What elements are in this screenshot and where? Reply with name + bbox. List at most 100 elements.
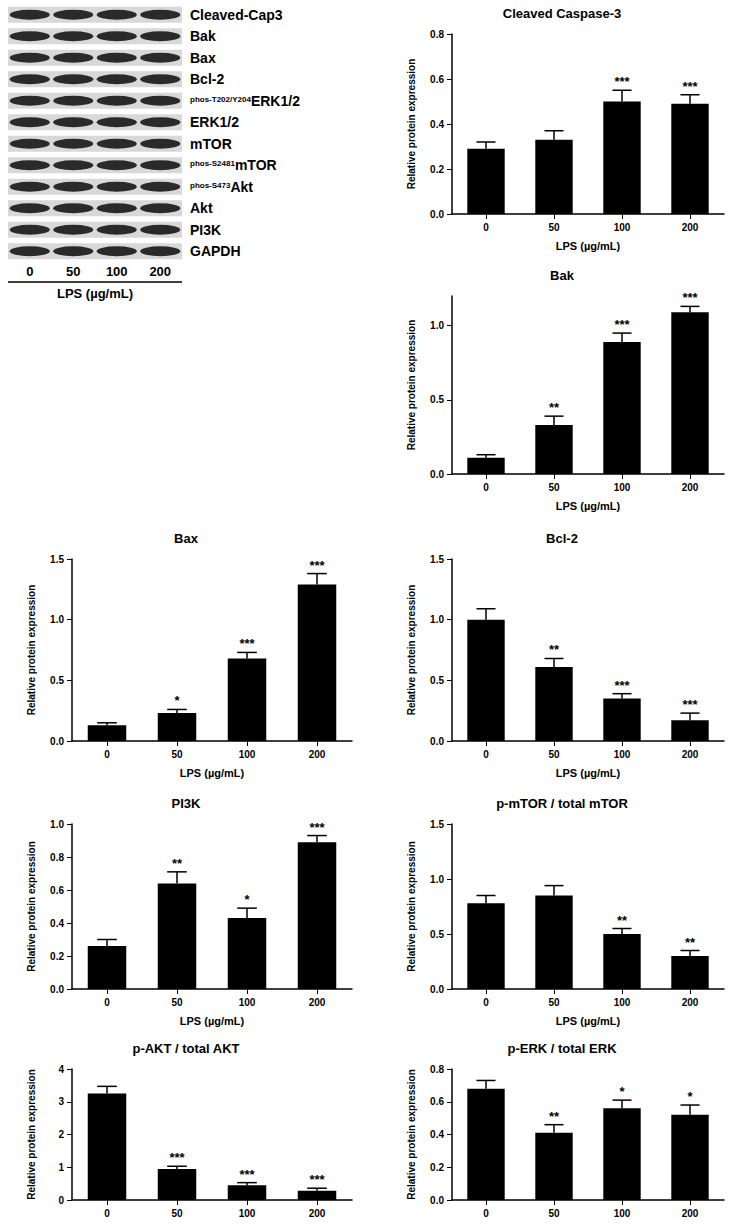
svg-text:***: ***	[309, 1172, 325, 1187]
svg-text:2: 2	[58, 1129, 64, 1140]
svg-text:0.0: 0.0	[430, 984, 444, 995]
svg-text:phos-S2481mTOR: phos-S2481mTOR	[190, 157, 277, 173]
svg-text:***: ***	[169, 1150, 185, 1165]
svg-text:50: 50	[548, 222, 560, 233]
svg-text:Relative protein expression: Relative protein expression	[26, 841, 37, 972]
svg-text:100: 100	[614, 997, 631, 1008]
svg-text:50: 50	[548, 1208, 560, 1219]
svg-text:Relative protein expression: Relative protein expression	[406, 841, 417, 972]
svg-text:***: ***	[614, 678, 630, 693]
svg-text:100: 100	[614, 222, 631, 233]
svg-text:0.6: 0.6	[430, 74, 444, 85]
svg-text:**: **	[685, 935, 696, 950]
svg-text:0.0: 0.0	[50, 736, 64, 747]
svg-text:Bax: Bax	[190, 50, 216, 66]
svg-text:p-AKT / total AKT: p-AKT / total AKT	[132, 1041, 239, 1056]
svg-text:1.0: 1.0	[50, 614, 64, 625]
svg-text:200: 200	[309, 997, 326, 1008]
svg-text:phos-T202/Y204ERK1/2: phos-T202/Y204ERK1/2	[190, 93, 300, 109]
svg-text:***: ***	[309, 558, 325, 573]
svg-text:50: 50	[66, 264, 80, 279]
svg-text:1.5: 1.5	[430, 554, 444, 565]
svg-text:0: 0	[483, 482, 489, 493]
svg-text:0: 0	[483, 997, 489, 1008]
svg-text:0.4: 0.4	[430, 1129, 444, 1140]
svg-text:0.5: 0.5	[430, 675, 444, 686]
svg-text:200: 200	[309, 749, 326, 760]
svg-text:Akt: Akt	[190, 200, 213, 216]
svg-text:0: 0	[483, 749, 489, 760]
svg-text:0.0: 0.0	[50, 984, 64, 995]
svg-text:0: 0	[483, 1208, 489, 1219]
svg-text:100: 100	[106, 264, 128, 279]
svg-text:1: 1	[58, 1162, 64, 1173]
svg-text:0.2: 0.2	[50, 951, 64, 962]
svg-text:1.0: 1.0	[50, 819, 64, 830]
svg-text:0.8: 0.8	[50, 852, 64, 863]
svg-text:p-mTOR / total mTOR: p-mTOR / total mTOR	[496, 796, 628, 811]
svg-text:200: 200	[682, 997, 699, 1008]
svg-text:***: ***	[682, 697, 698, 712]
svg-text:4: 4	[58, 1064, 64, 1075]
svg-text:LPS (µg/mL): LPS (µg/mL)	[556, 500, 621, 512]
svg-text:0: 0	[104, 1208, 110, 1219]
svg-text:0: 0	[26, 264, 33, 279]
svg-text:200: 200	[149, 264, 171, 279]
svg-text:***: ***	[682, 79, 698, 94]
svg-text:0.5: 0.5	[430, 394, 444, 405]
svg-text:PI3K: PI3K	[190, 222, 221, 238]
svg-text:0.0: 0.0	[430, 209, 444, 220]
svg-text:50: 50	[171, 749, 183, 760]
svg-text:***: ***	[309, 820, 325, 835]
svg-text:***: ***	[239, 636, 255, 651]
svg-text:Cleaved-Cap3: Cleaved-Cap3	[190, 7, 283, 23]
svg-text:0.5: 0.5	[50, 675, 64, 686]
svg-text:200: 200	[682, 1208, 699, 1219]
svg-text:1.0: 1.0	[430, 320, 444, 331]
svg-text:Bax: Bax	[174, 531, 199, 546]
svg-text:**: **	[549, 400, 560, 415]
svg-text:Bcl-2: Bcl-2	[190, 71, 224, 87]
svg-text:*: *	[174, 693, 180, 708]
svg-text:0.0: 0.0	[430, 469, 444, 480]
svg-text:phos-S473Akt: phos-S473Akt	[190, 179, 253, 195]
svg-text:**: **	[549, 1109, 560, 1124]
svg-text:***: ***	[682, 290, 698, 305]
svg-text:100: 100	[239, 1208, 256, 1219]
svg-text:LPS (µg/mL): LPS (µg/mL)	[556, 240, 621, 252]
svg-text:Bak: Bak	[550, 268, 575, 283]
svg-text:ERK1/2: ERK1/2	[190, 114, 239, 130]
svg-text:Relative protein expression: Relative protein expression	[26, 1069, 37, 1200]
svg-text:50: 50	[171, 997, 183, 1008]
svg-text:0: 0	[104, 997, 110, 1008]
svg-text:200: 200	[682, 749, 699, 760]
svg-text:LPS (µg/mL): LPS (µg/mL)	[180, 1015, 245, 1027]
svg-text:***: ***	[614, 74, 630, 89]
svg-text:1.5: 1.5	[50, 554, 64, 565]
svg-text:0.5: 0.5	[430, 929, 444, 940]
svg-text:50: 50	[548, 997, 560, 1008]
svg-text:0.2: 0.2	[430, 164, 444, 175]
svg-text:GAPDH: GAPDH	[190, 243, 241, 259]
svg-text:200: 200	[682, 482, 699, 493]
svg-text:Bcl-2: Bcl-2	[546, 531, 578, 546]
svg-text:0.4: 0.4	[430, 119, 444, 130]
svg-text:**: **	[172, 856, 183, 871]
svg-text:*: *	[619, 1084, 625, 1099]
svg-text:50: 50	[171, 1208, 183, 1219]
svg-text:3: 3	[58, 1096, 64, 1107]
svg-text:LPS (µg/mL): LPS (µg/mL)	[57, 286, 133, 301]
svg-text:0.8: 0.8	[430, 29, 444, 40]
svg-text:0.0: 0.0	[430, 1195, 444, 1206]
svg-text:0.2: 0.2	[430, 1162, 444, 1173]
svg-text:PI3K: PI3K	[172, 796, 202, 811]
svg-text:LPS (µg/mL): LPS (µg/mL)	[556, 767, 621, 779]
svg-text:LPS (µg/mL): LPS (µg/mL)	[556, 1015, 621, 1027]
svg-text:p-ERK / total ERK: p-ERK / total ERK	[507, 1041, 617, 1056]
svg-text:0.0: 0.0	[430, 736, 444, 747]
svg-text:0.6: 0.6	[50, 885, 64, 896]
svg-text:*: *	[244, 892, 250, 907]
svg-text:50: 50	[548, 482, 560, 493]
svg-text:100: 100	[614, 749, 631, 760]
svg-text:0: 0	[58, 1195, 64, 1206]
